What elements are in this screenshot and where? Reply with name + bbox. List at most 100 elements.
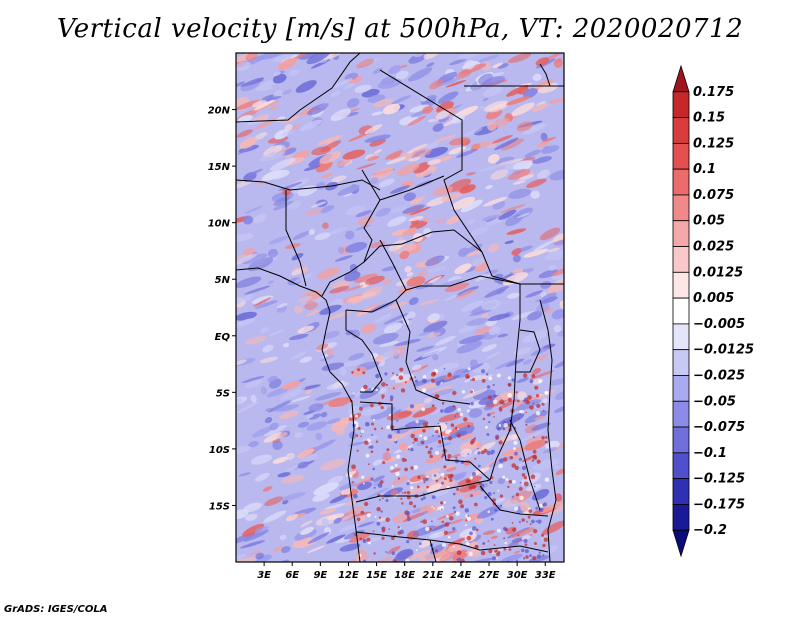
velocity-patch bbox=[355, 306, 378, 316]
velocity-patch bbox=[382, 103, 401, 115]
velocity-patch bbox=[459, 184, 476, 194]
velocity-patch bbox=[354, 84, 372, 93]
velocity-patch bbox=[512, 254, 521, 263]
velocity-patch bbox=[380, 349, 401, 359]
velocity-patch bbox=[306, 421, 328, 431]
velocity-speckle bbox=[370, 450, 374, 454]
velocity-speckle bbox=[365, 453, 370, 458]
velocity-speckle bbox=[496, 557, 498, 560]
velocity-patch bbox=[333, 517, 342, 524]
velocity-speckle bbox=[514, 465, 519, 471]
velocity-patch bbox=[428, 388, 454, 398]
velocity-patch bbox=[245, 379, 263, 389]
velocity-speckle bbox=[443, 530, 448, 535]
velocity-patch bbox=[297, 325, 315, 334]
velocity-speckle bbox=[470, 379, 472, 381]
velocity-speckle bbox=[514, 451, 518, 456]
lat-tick-label: 15N bbox=[208, 162, 231, 173]
velocity-patch bbox=[353, 273, 378, 284]
velocity-patch bbox=[283, 342, 290, 348]
velocity-patch bbox=[373, 148, 383, 154]
velocity-speckle bbox=[448, 436, 453, 441]
velocity-patch bbox=[243, 294, 253, 302]
velocity-patch bbox=[281, 89, 293, 95]
velocity-patch bbox=[300, 384, 321, 391]
velocity-patch bbox=[462, 363, 484, 373]
velocity-patch bbox=[309, 413, 321, 420]
velocity-patch bbox=[270, 157, 296, 171]
velocity-patch bbox=[395, 70, 409, 80]
velocity-speckle bbox=[542, 409, 545, 412]
velocity-patch bbox=[419, 510, 429, 516]
velocity-patch bbox=[254, 526, 269, 534]
velocity-patch bbox=[459, 440, 480, 451]
velocity-speckle bbox=[460, 504, 464, 509]
velocity-speckle bbox=[543, 537, 548, 542]
velocity-speckle bbox=[404, 381, 407, 384]
velocity-speckle bbox=[396, 454, 401, 459]
velocity-patch bbox=[378, 387, 387, 394]
velocity-patch bbox=[263, 145, 283, 158]
velocity-speckle bbox=[465, 374, 470, 379]
velocity-patch bbox=[548, 378, 564, 386]
velocity-speckle bbox=[477, 451, 481, 455]
velocity-patch bbox=[426, 483, 442, 493]
velocity-patch bbox=[276, 302, 288, 309]
velocity-speckle bbox=[422, 422, 427, 427]
velocity-patch bbox=[494, 360, 516, 370]
velocity-patch bbox=[364, 124, 383, 135]
velocity-patch bbox=[249, 257, 269, 267]
velocity-speckle bbox=[487, 491, 492, 497]
velocity-patch bbox=[506, 84, 529, 97]
velocity-patch bbox=[279, 534, 287, 540]
velocity-speckle bbox=[422, 496, 426, 500]
velocity-speckle bbox=[505, 478, 509, 481]
velocity-patch bbox=[497, 333, 509, 338]
velocity-patch bbox=[516, 121, 533, 132]
velocity-patch bbox=[344, 72, 359, 81]
velocity-speckle bbox=[356, 449, 359, 452]
velocity-speckle bbox=[381, 536, 385, 540]
velocity-patch bbox=[367, 155, 380, 161]
velocity-speckle bbox=[435, 429, 439, 434]
velocity-patch bbox=[356, 163, 377, 170]
velocity-patch bbox=[267, 248, 278, 258]
velocity-patch bbox=[236, 401, 260, 414]
lon-tick-label: 27E bbox=[479, 570, 500, 581]
velocity-speckle bbox=[437, 439, 442, 444]
velocity-speckle bbox=[471, 472, 476, 476]
velocity-patch bbox=[525, 290, 544, 298]
velocity-speckle bbox=[401, 457, 406, 462]
velocity-patch bbox=[422, 106, 434, 114]
velocity-patch bbox=[338, 523, 359, 533]
velocity-speckle bbox=[433, 507, 436, 510]
velocity-patch bbox=[443, 405, 457, 414]
velocity-speckle bbox=[410, 447, 414, 452]
velocity-speckle bbox=[351, 371, 354, 374]
velocity-patch bbox=[248, 440, 259, 448]
velocity-speckle bbox=[504, 541, 507, 545]
velocity-patch bbox=[364, 134, 391, 143]
velocity-speckle bbox=[359, 406, 363, 411]
velocity-patch bbox=[242, 523, 265, 537]
velocity-patch bbox=[299, 356, 313, 363]
velocity-patch bbox=[462, 128, 483, 137]
velocity-speckle bbox=[396, 430, 401, 434]
velocity-speckle bbox=[530, 474, 536, 480]
velocity-patch bbox=[459, 527, 477, 538]
velocity-patch bbox=[357, 481, 373, 491]
velocity-patch bbox=[427, 313, 440, 323]
velocity-speckle bbox=[538, 551, 541, 554]
velocity-speckle bbox=[394, 439, 397, 442]
velocity-speckle bbox=[441, 520, 445, 523]
velocity-speckle bbox=[440, 381, 443, 384]
colorbar-level-label: −0.1 bbox=[693, 446, 727, 461]
velocity-patch bbox=[531, 103, 549, 112]
velocity-patch bbox=[355, 210, 372, 218]
velocity-speckle bbox=[439, 506, 444, 511]
velocity-speckle bbox=[498, 440, 503, 445]
velocity-speckle bbox=[421, 407, 426, 412]
velocity-patch bbox=[437, 91, 459, 104]
velocity-patch bbox=[304, 390, 313, 394]
velocity-speckle bbox=[361, 475, 365, 479]
